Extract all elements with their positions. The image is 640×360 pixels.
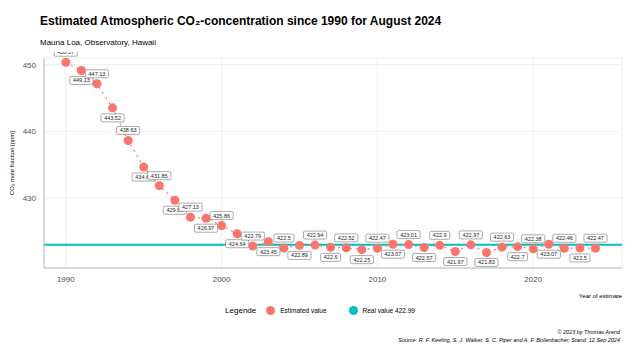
svg-text:1990: 1990 xyxy=(57,275,75,284)
svg-text:423.07: 423.07 xyxy=(385,251,402,257)
svg-text:422.9: 422.9 xyxy=(433,232,447,238)
svg-text:423.01: 423.01 xyxy=(400,232,417,238)
svg-text:2020: 2020 xyxy=(524,275,542,284)
svg-text:440: 440 xyxy=(23,127,37,136)
svg-text:438.63: 438.63 xyxy=(120,127,137,133)
svg-text:422.25: 422.25 xyxy=(353,257,370,263)
svg-text:422.38: 422.38 xyxy=(525,236,542,242)
html-text:Real value 422.99: Real value 422.99 xyxy=(362,307,415,314)
svg-text:450.37: 450.37 xyxy=(57,52,74,55)
svg-text:443.52: 443.52 xyxy=(104,115,121,121)
svg-text:450: 450 xyxy=(23,61,37,70)
svg-text:425.86: 425.86 xyxy=(213,213,230,219)
svg-text:434.64: 434.64 xyxy=(135,174,153,181)
svg-text:449.13: 449.13 xyxy=(73,77,90,83)
svg-text:422.47: 422.47 xyxy=(587,235,604,241)
svg-text:422.46: 422.46 xyxy=(556,235,573,241)
svg-text:422.94: 422.94 xyxy=(307,232,324,238)
html-text:Mauna Loa, Observatory, Hawaii: Mauna Loa, Observatory, Hawaii xyxy=(40,38,156,47)
svg-text:421.83: 421.83 xyxy=(478,259,495,265)
html-text:© 2023 by Thomas Arend: © 2023 by Thomas Arend xyxy=(557,329,620,335)
svg-text:431.85: 431.85 xyxy=(151,173,168,179)
html-text:Estimated value: Estimated value xyxy=(280,307,327,314)
svg-text:422.52: 422.52 xyxy=(338,235,355,241)
svg-text:426.97: 426.97 xyxy=(198,225,215,231)
svg-text:430: 430 xyxy=(23,194,37,203)
svg-text:422.5: 422.5 xyxy=(573,255,587,261)
svg-text:2000: 2000 xyxy=(213,275,231,284)
svg-text:427.13: 427.13 xyxy=(182,204,199,210)
svg-text:422.89: 422.89 xyxy=(291,252,308,258)
svg-text:423.45: 423.45 xyxy=(260,249,277,255)
svg-text:2010: 2010 xyxy=(369,275,387,284)
html-text:Estimated Atmospheric CO₂-conc: Estimated Atmospheric CO₂-concentration … xyxy=(40,14,442,28)
svg-text:429.66: 429.66 xyxy=(166,207,184,214)
svg-text:421.97: 421.97 xyxy=(447,259,464,265)
svg-text:422.97: 422.97 xyxy=(462,232,479,238)
svg-text:422.5: 422.5 xyxy=(277,235,291,241)
svg-text:447.13: 447.13 xyxy=(89,71,106,77)
svg-text:422.47: 422.47 xyxy=(369,235,386,241)
svg-text:422.6: 422.6 xyxy=(324,254,338,260)
svg-text:Year of estimate: Year of estimate xyxy=(579,293,623,299)
svg-text:422.79: 422.79 xyxy=(244,233,261,239)
html-text:Source: R. F. Keeling, S. J. W: Source: R. F. Keeling, S. J. Walker, S. … xyxy=(398,337,620,343)
svg-text:423.07: 423.07 xyxy=(540,251,557,257)
svg-text:CO₂ mole fraction [ppm]: CO₂ mole fraction [ppm] xyxy=(9,131,15,195)
svg-text:422.57: 422.57 xyxy=(416,255,433,261)
svg-text:422.63: 422.63 xyxy=(494,234,511,240)
svg-text:424.64: 424.64 xyxy=(229,241,246,247)
html-text:Legende: Legende xyxy=(225,306,257,315)
svg-text:422.7: 422.7 xyxy=(511,254,525,260)
